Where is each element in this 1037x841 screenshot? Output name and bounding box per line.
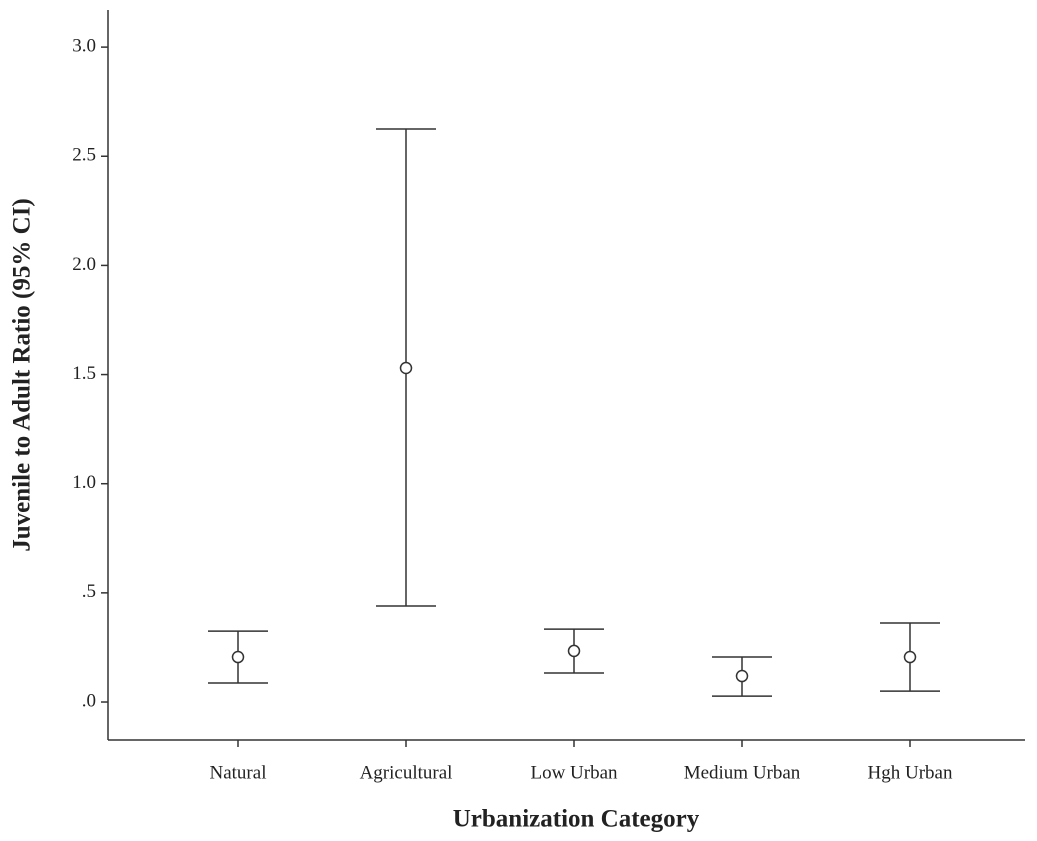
y-tick-label: .0 [82, 690, 96, 711]
y-tick-label: .5 [82, 581, 96, 602]
x-tick-label: Low Urban [530, 762, 618, 783]
y-tick-label: 1.5 [72, 363, 96, 384]
mean-point [903, 650, 917, 664]
x-axis-title: Urbanization Category [453, 806, 700, 833]
y-tick-label: 3.0 [72, 35, 96, 56]
mean-point [567, 644, 581, 658]
mean-point [231, 650, 245, 664]
x-tick-label: Agricultural [360, 762, 453, 783]
mean-point [735, 669, 749, 683]
mean-point [399, 361, 413, 375]
x-tick-label: Medium Urban [684, 762, 801, 783]
y-tick-label: 2.0 [72, 254, 96, 275]
y-axis-title: Juvenile to Adult Ratio (95% CI) [9, 198, 36, 551]
x-tick-label: Hgh Urban [868, 762, 953, 783]
x-tick-label: Natural [210, 762, 267, 783]
y-tick-label: 2.5 [72, 145, 96, 166]
y-tick-label: 1.0 [72, 472, 96, 493]
